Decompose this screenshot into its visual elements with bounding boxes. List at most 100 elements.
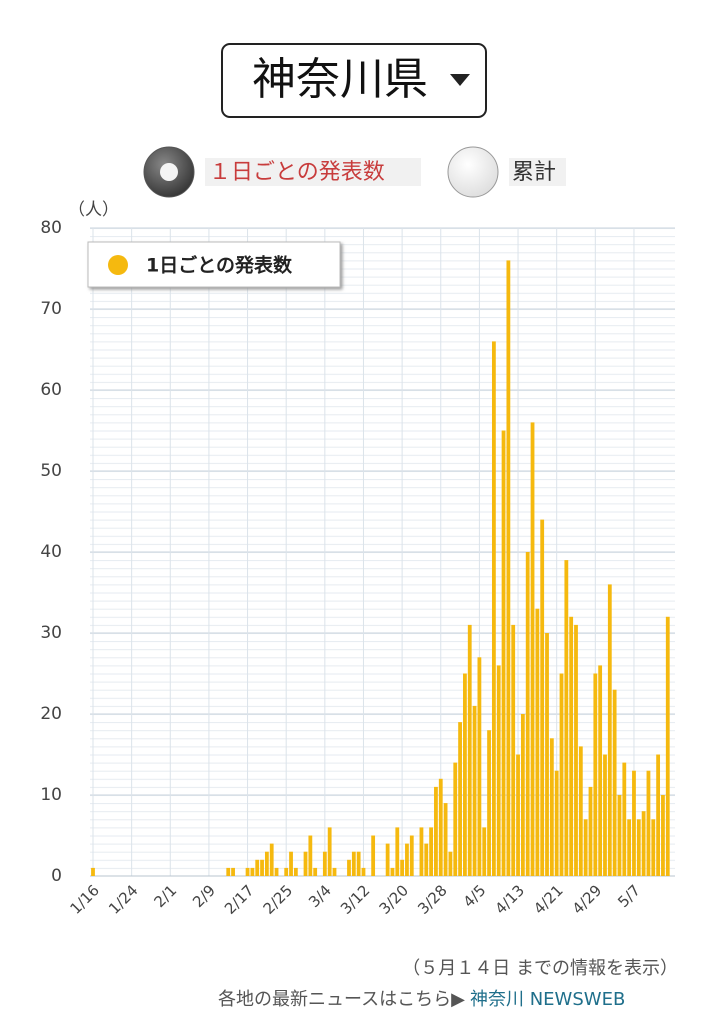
bar <box>535 608 540 876</box>
bar <box>419 827 424 876</box>
dropdown[interactable] <box>221 43 487 118</box>
x-tick-label: 4/21 <box>530 881 567 918</box>
bar <box>578 746 583 876</box>
radio[interactable] <box>447 146 499 198</box>
bar <box>482 827 487 876</box>
bar <box>569 616 574 876</box>
bar <box>593 673 598 876</box>
bar <box>622 762 627 876</box>
bar <box>646 770 651 876</box>
bar <box>390 867 395 876</box>
x-tick-label: 3/4 <box>305 881 335 911</box>
x-tick-label: 3/20 <box>376 881 413 918</box>
bar <box>661 795 665 876</box>
bar <box>264 851 269 876</box>
x-tick-label: 2/17 <box>221 881 258 918</box>
bar <box>458 722 462 876</box>
bar <box>313 867 318 876</box>
radio-label[interactable]: １日ごとの発表数 <box>209 160 385 185</box>
x-tick-label: 3/12 <box>337 881 374 918</box>
bar <box>293 867 298 876</box>
bar <box>632 770 636 876</box>
bar <box>506 260 511 876</box>
bar <box>274 867 279 876</box>
bar <box>665 616 670 876</box>
bar <box>303 851 308 876</box>
y-tick-label: 10 <box>40 785 62 805</box>
dropdown-arrow[interactable] <box>450 74 470 86</box>
bar <box>525 552 530 876</box>
bar <box>231 867 235 876</box>
y-tick-label: 50 <box>40 461 62 481</box>
bar <box>530 422 535 876</box>
bar <box>409 835 414 876</box>
bar <box>617 795 622 876</box>
y-tick-label: 60 <box>40 380 62 400</box>
bar <box>385 843 390 876</box>
bar <box>477 657 482 876</box>
bar <box>603 754 607 876</box>
bar <box>424 843 429 876</box>
y-unit: （人） <box>68 200 119 220</box>
x-tick-label: 2/25 <box>260 881 297 918</box>
bar <box>491 341 496 876</box>
bar <box>356 851 361 876</box>
x-tick-label: 1/24 <box>105 881 142 918</box>
bar <box>91 867 95 876</box>
x-tick-label: 5/7 <box>614 881 644 911</box>
bar <box>245 867 250 876</box>
bar <box>656 754 661 876</box>
bar <box>250 867 255 876</box>
bar <box>501 430 506 876</box>
dropdown-label[interactable]: 神奈川県 <box>252 54 428 105</box>
bar <box>308 835 313 876</box>
bar <box>395 827 400 876</box>
bar <box>583 819 588 876</box>
bar <box>405 843 409 876</box>
bar <box>559 673 564 876</box>
bar <box>453 762 458 876</box>
y-tick-label: 30 <box>40 623 62 643</box>
y-tick-label: 20 <box>40 704 62 724</box>
bar <box>472 705 477 876</box>
bar <box>549 738 554 876</box>
bar <box>361 867 366 876</box>
bar <box>598 665 603 876</box>
bar <box>255 859 260 876</box>
bar <box>651 819 656 876</box>
bar <box>588 786 593 876</box>
bar <box>332 867 337 876</box>
bar <box>438 778 443 876</box>
legend-label: 1日ごとの発表数 <box>146 254 293 277</box>
y-tick-label: 40 <box>40 542 62 562</box>
bar <box>574 624 578 876</box>
bar <box>554 770 559 876</box>
y-tick-label: 70 <box>40 299 62 319</box>
bar <box>327 827 332 876</box>
bar <box>289 851 293 876</box>
bar <box>612 689 617 876</box>
footer-text: 各地の最新ニュースはこちら▶ <box>218 989 465 1010</box>
radio-label-bg <box>205 158 421 186</box>
x-tick-label: 3/28 <box>414 881 451 918</box>
y-tick-label: 0 <box>51 866 62 886</box>
x-tick-label: 1/16 <box>66 881 103 918</box>
bar <box>371 835 376 876</box>
radio-label[interactable]: 累計 <box>512 160 556 185</box>
bar <box>520 714 525 876</box>
footer-link[interactable]: 神奈川 NEWSWEB <box>470 989 625 1010</box>
bar <box>443 803 448 876</box>
bar <box>347 859 351 876</box>
radio-label-bg <box>509 158 566 186</box>
bar <box>487 730 491 876</box>
bar <box>641 811 646 876</box>
bar <box>545 633 549 876</box>
bar <box>516 754 520 876</box>
footer-note: （５月１４日 までの情報を表示） <box>402 958 678 979</box>
x-tick-label: 2/1 <box>150 881 180 911</box>
bar <box>636 819 641 876</box>
bar <box>284 867 289 876</box>
x-tick-label: 4/5 <box>460 881 490 911</box>
